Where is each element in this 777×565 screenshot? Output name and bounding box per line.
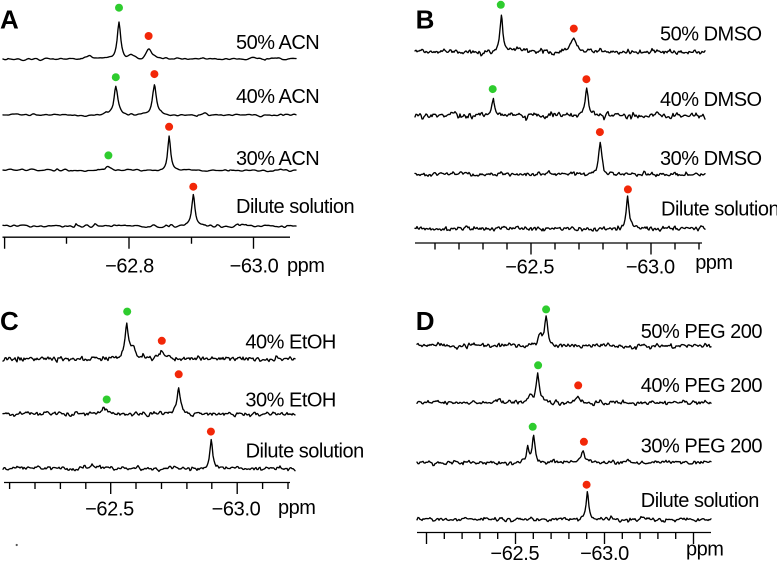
svg-text:Dilute solution: Dilute solution: [236, 196, 354, 218]
svg-text:−63.0: −63.0: [626, 257, 675, 279]
svg-text:50% PEG 200: 50% PEG 200: [641, 321, 763, 343]
svg-text:ppm: ppm: [278, 497, 315, 519]
svg-text:40% EtOH: 40% EtOH: [245, 331, 335, 353]
svg-text:50% ACN: 50% ACN: [236, 32, 319, 54]
svg-text:30% PEG 200: 30% PEG 200: [641, 436, 763, 458]
svg-text:40% PEG 200: 40% PEG 200: [641, 375, 763, 397]
svg-text:A: A: [0, 5, 19, 35]
svg-text:−63.0: −63.0: [230, 256, 279, 278]
svg-text:B: B: [416, 5, 435, 35]
svg-text:−62.8: −62.8: [105, 256, 154, 278]
svg-text:Dilute solution: Dilute solution: [246, 441, 364, 463]
svg-text:40% ACN: 40% ACN: [236, 86, 319, 108]
svg-text:−63.0: −63.0: [580, 543, 629, 565]
svg-text:30% ACN: 30% ACN: [236, 148, 319, 170]
svg-text:30% DMSO: 30% DMSO: [660, 148, 762, 170]
svg-text:−62.5: −62.5: [490, 543, 539, 565]
svg-text:D: D: [416, 306, 435, 336]
svg-text:Dilute solution: Dilute solution: [661, 199, 777, 221]
svg-text:−63.0: −63.0: [212, 498, 261, 520]
svg-text:−62.5: −62.5: [505, 257, 554, 279]
svg-text:−62.5: −62.5: [85, 498, 134, 520]
svg-text:ppm: ppm: [686, 538, 723, 560]
svg-text:C: C: [0, 306, 19, 336]
svg-text:ppm: ppm: [695, 252, 732, 274]
svg-text:50% DMSO: 50% DMSO: [660, 24, 762, 46]
svg-text:Dilute solution: Dilute solution: [641, 490, 759, 512]
svg-text:ppm: ppm: [287, 255, 324, 277]
svg-text:40% DMSO: 40% DMSO: [660, 89, 762, 111]
svg-text:30% EtOH: 30% EtOH: [245, 390, 335, 412]
